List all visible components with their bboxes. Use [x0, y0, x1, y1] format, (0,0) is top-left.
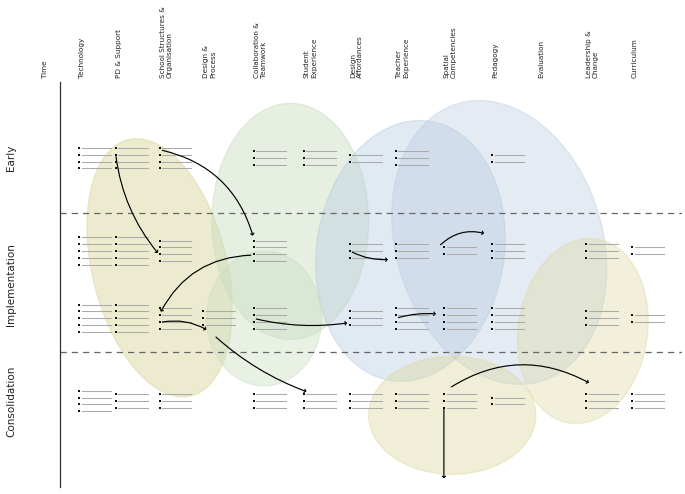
Text: Collaboration &
Teamwork: Collaboration & Teamwork — [253, 22, 266, 78]
Ellipse shape — [316, 121, 506, 381]
Ellipse shape — [212, 103, 369, 339]
Text: Implementation: Implementation — [6, 243, 16, 326]
Text: Evaluation: Evaluation — [538, 40, 544, 78]
Ellipse shape — [369, 356, 536, 474]
Text: Curriculum: Curriculum — [632, 38, 638, 78]
Text: Design &
Process: Design & Process — [203, 45, 216, 78]
Text: Leadership &
Change: Leadership & Change — [586, 30, 599, 78]
Text: Pedagogy: Pedagogy — [492, 42, 498, 78]
Text: Technology: Technology — [79, 38, 85, 78]
Text: Student
Experience: Student Experience — [304, 38, 317, 78]
Ellipse shape — [518, 239, 648, 423]
Text: Design
Affordances: Design Affordances — [350, 35, 363, 78]
Ellipse shape — [392, 100, 607, 384]
Ellipse shape — [207, 251, 321, 386]
Text: Spatial
Competencies: Spatial Competencies — [444, 26, 457, 78]
Ellipse shape — [87, 139, 232, 397]
Text: Consolidation: Consolidation — [6, 365, 16, 437]
Text: Time: Time — [42, 60, 49, 78]
Text: Teacher
Experience: Teacher Experience — [396, 38, 409, 78]
Text: Early: Early — [6, 145, 16, 171]
Text: School Structures &
Organisation: School Structures & Organisation — [160, 6, 173, 78]
Text: PD & Support: PD & Support — [116, 29, 122, 78]
